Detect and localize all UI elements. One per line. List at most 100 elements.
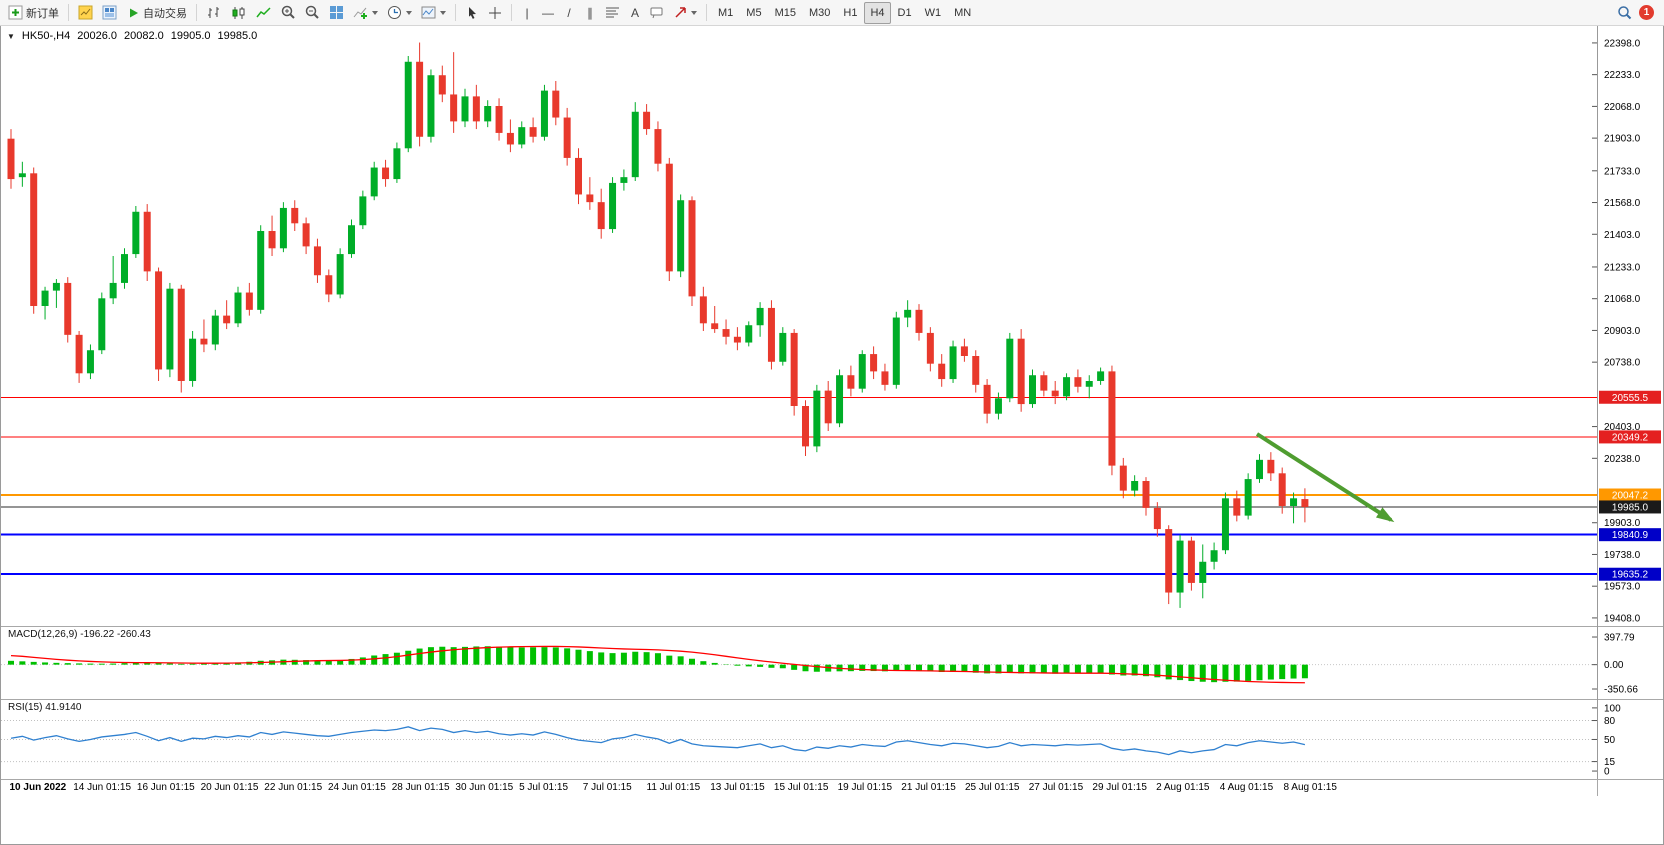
candle-chart-mode-button[interactable] — [227, 2, 251, 24]
new-order-label: 新订单 — [26, 7, 59, 20]
timeframe-group: M1 M5 M15 M30 H1 H4 D1 W1 MN — [712, 1, 977, 24]
timeframe-button-w1[interactable]: W1 — [919, 2, 948, 24]
text-button[interactable]: A — [625, 2, 645, 24]
layout-button[interactable] — [98, 2, 121, 24]
svg-text:15: 15 — [1604, 757, 1616, 768]
svg-text:19985.0: 19985.0 — [1612, 502, 1649, 513]
text-icon: A — [630, 5, 639, 20]
clock-icon — [388, 6, 401, 19]
open-value: 20026.0 — [77, 30, 117, 42]
rsi-pane[interactable]: 100 80 50 150 — [1, 699, 1663, 779]
svg-text:21903.0: 21903.0 — [1604, 134, 1641, 145]
candlestick-icon — [232, 6, 245, 19]
close-value: 19985.0 — [217, 30, 258, 42]
algo-trading-button[interactable]: 自动交易 — [122, 2, 191, 24]
svg-text:20555.5: 20555.5 — [1612, 393, 1649, 404]
date-label: 11 Jul 01:15 — [646, 782, 701, 793]
svg-text:21733.0: 21733.0 — [1604, 166, 1641, 177]
bar-chart-mode-button[interactable] — [202, 2, 226, 24]
date-axis[interactable]: 10 Jun 2022 14 Jun 01:15 16 Jun 01:15 20 Ju… — [1, 779, 1663, 796]
date-label: 27 Jul 01:15 — [1028, 782, 1084, 793]
new-order-button[interactable]: 新订单 — [4, 2, 63, 24]
price-pane[interactable]: 22398.0 22233.0 22068.0 21903.0 21733.0 21568… — [1, 26, 1663, 626]
svg-text:22233.0: 22233.0 — [1604, 70, 1641, 81]
timeframe-button-m30[interactable]: M30 — [803, 2, 836, 24]
date-label: 28 Jun 01:15 — [391, 782, 450, 793]
zoom-in-button[interactable] — [277, 2, 300, 24]
notification-badge[interactable]: 1 — [1639, 5, 1654, 20]
search-icon — [1618, 6, 1632, 20]
svg-text:19573.0: 19573.0 — [1604, 582, 1641, 593]
indicators-button[interactable] — [349, 2, 382, 24]
bottom-filler — [1, 796, 1663, 842]
date-label: 24 Jun 01:15 — [328, 782, 386, 793]
indicators-icon — [353, 7, 367, 19]
template-icon — [421, 6, 436, 19]
label-button[interactable] — [646, 2, 669, 24]
arrow-object-icon — [675, 7, 686, 18]
layout-icon — [102, 5, 117, 20]
crosshair-button[interactable] — [484, 2, 506, 24]
low-value: 19905.0 — [170, 30, 211, 42]
tile-windows-button[interactable] — [325, 2, 348, 24]
svg-text:50: 50 — [1604, 735, 1616, 746]
rsi-label: RSI(15) 41.9140 — [8, 702, 81, 713]
macd-values: -196.22 -260.43 — [80, 629, 151, 640]
trendline-button[interactable]: / — [559, 2, 579, 24]
timeframe-button-m15[interactable]: M15 — [769, 2, 802, 24]
svg-text:19738.0: 19738.0 — [1604, 550, 1641, 561]
svg-text:20738.0: 20738.0 — [1604, 358, 1641, 369]
channel-button[interactable]: ∥ — [580, 2, 600, 24]
date-label: 14 Jun 01:15 — [73, 782, 132, 793]
date-label: 21 Jul 01:15 — [901, 782, 956, 793]
cursor-button[interactable] — [461, 2, 483, 24]
separator — [455, 4, 456, 21]
toolbar: 新订单 自动交易 | — [0, 0, 1664, 26]
zoom-out-button[interactable] — [301, 2, 324, 24]
svg-text:20903.0: 20903.0 — [1604, 326, 1641, 337]
date-label: 5 Jul 01:15 — [519, 782, 569, 793]
date-label: 13 Jul 01:15 — [710, 782, 765, 793]
horizontal-line-button[interactable]: — — [538, 2, 558, 24]
new-chart-button[interactable] — [74, 2, 97, 24]
timeframe-button-m1[interactable]: M1 — [712, 2, 739, 24]
arrows-button[interactable] — [670, 2, 701, 24]
timeframe-button-d1[interactable]: D1 — [892, 2, 918, 24]
axis-separator — [1597, 780, 1598, 796]
svg-text:19903.0: 19903.0 — [1604, 518, 1641, 529]
timeframe-button-mn[interactable]: MN — [948, 2, 977, 24]
separator — [706, 4, 707, 21]
svg-text:22068.0: 22068.0 — [1604, 102, 1641, 113]
search-button[interactable] — [1613, 2, 1636, 24]
new-order-icon — [8, 5, 23, 20]
vertical-line-button[interactable]: | — [517, 2, 537, 24]
date-label: 19 Jul 01:15 — [837, 782, 893, 793]
templates-button[interactable] — [417, 2, 450, 24]
zoom-out-icon — [305, 5, 319, 19]
svg-text:22398.0: 22398.0 — [1604, 38, 1641, 49]
play-icon — [130, 8, 138, 17]
timeframe-button-h4[interactable]: H4 — [864, 1, 891, 24]
periods-button[interactable] — [383, 2, 416, 24]
macd-pane[interactable]: 397.79 0.00 -350.66 — [1, 626, 1663, 699]
svg-text:80: 80 — [1604, 716, 1616, 727]
line-chart-mode-button[interactable] — [252, 2, 276, 24]
trendline-icon: / — [567, 5, 571, 20]
crosshair-icon — [489, 6, 501, 19]
date-label: 10 Jun 2022 — [9, 782, 67, 793]
channel-icon: ∥ — [587, 5, 593, 20]
fibonacci-icon — [606, 7, 619, 18]
date-label: 16 Jun 01:15 — [136, 782, 195, 793]
svg-text:20403.0: 20403.0 — [1604, 422, 1641, 433]
collapse-icon[interactable]: ▼ — [7, 31, 15, 41]
date-label: 4 Aug 01:15 — [1219, 782, 1274, 793]
timeframe-button-m5[interactable]: M5 — [740, 2, 767, 24]
fibonacci-button[interactable] — [601, 2, 624, 24]
separator — [196, 4, 197, 21]
cursor-icon — [469, 6, 476, 19]
vertical-line-icon: | — [525, 5, 529, 20]
line-chart-icon — [256, 6, 271, 17]
tile-windows-icon — [330, 6, 343, 19]
svg-text:21068.0: 21068.0 — [1604, 294, 1641, 305]
timeframe-button-h1[interactable]: H1 — [837, 2, 863, 24]
